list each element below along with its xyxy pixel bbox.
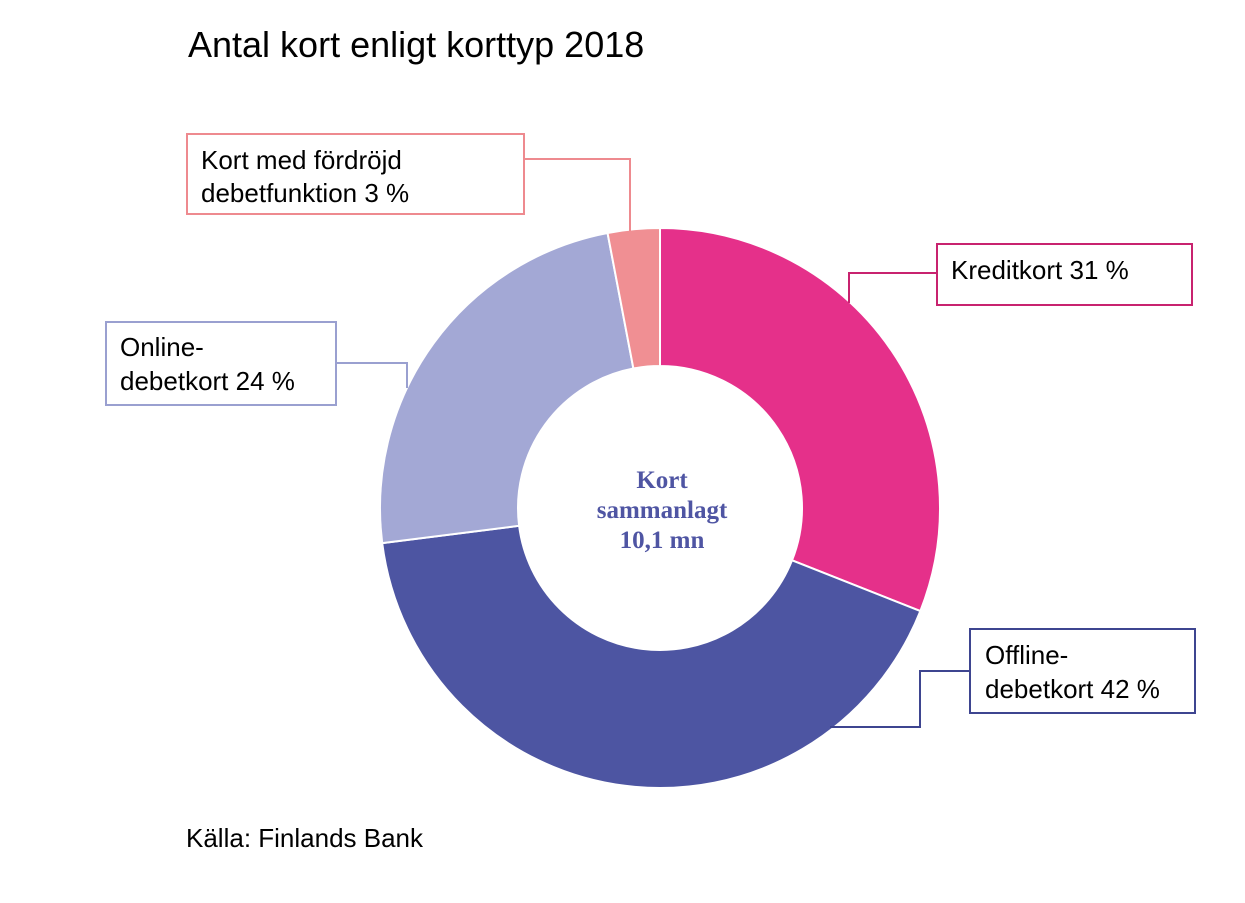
center-label-line-1: Kort: [636, 467, 688, 494]
label-box-kort-med-f-rdr-jd-debetfunktion: [186, 133, 525, 215]
center-label: Kort sammanlagt 10,1 mn: [597, 467, 728, 554]
data-label-offline-debetkort-1: Offline-: [985, 640, 1068, 670]
slice-labels: Kreditkort 31 % Offline-debetkort 42 % Onl…: [105, 133, 1196, 714]
slice-kreditkort: [659, 226, 941, 613]
label-box-online-debetkort: [105, 321, 337, 406]
data-label-kort-med-f-rdr-jd-debetfunktion-1: Kort med fördröjd: [201, 145, 402, 175]
leader-online-debetkort: [336, 362, 408, 388]
donut-slices: [379, 226, 941, 789]
data-label-offline-debetkort-2: debetkort 42 %: [985, 674, 1160, 704]
leader-offline-debetkort: [830, 670, 970, 728]
leader-kort-med-f-rdr-jd-debetfunktion: [524, 158, 631, 231]
data-label-online-debetkort-1: Online-: [120, 332, 204, 362]
source-note: Källa: Finlands Bank: [186, 823, 424, 853]
slice-online-debetkort: [379, 231, 635, 545]
center-label-line-2: sammanlagt: [597, 497, 728, 524]
slice-kort-med-f-rdr-jd-debetfunktion: [606, 226, 661, 370]
data-label-kort-med-f-rdr-jd-debetfunktion-2: debetfunktion 3 %: [201, 178, 409, 208]
chart-title: Antal kort enligt korttyp 2018: [188, 24, 644, 65]
leader-lines: [336, 158, 970, 728]
data-label-kreditkort-1: Kreditkort 31 %: [951, 255, 1129, 285]
center-label-line-3: 10,1 mn: [620, 527, 705, 554]
slice-offline-debetkort: [381, 524, 922, 789]
data-label-online-debetkort-2: debetkort 24 %: [120, 366, 295, 396]
label-box-kreditkort: [936, 243, 1193, 306]
leader-kreditkort: [848, 272, 937, 303]
label-box-offline-debetkort: [969, 628, 1196, 714]
